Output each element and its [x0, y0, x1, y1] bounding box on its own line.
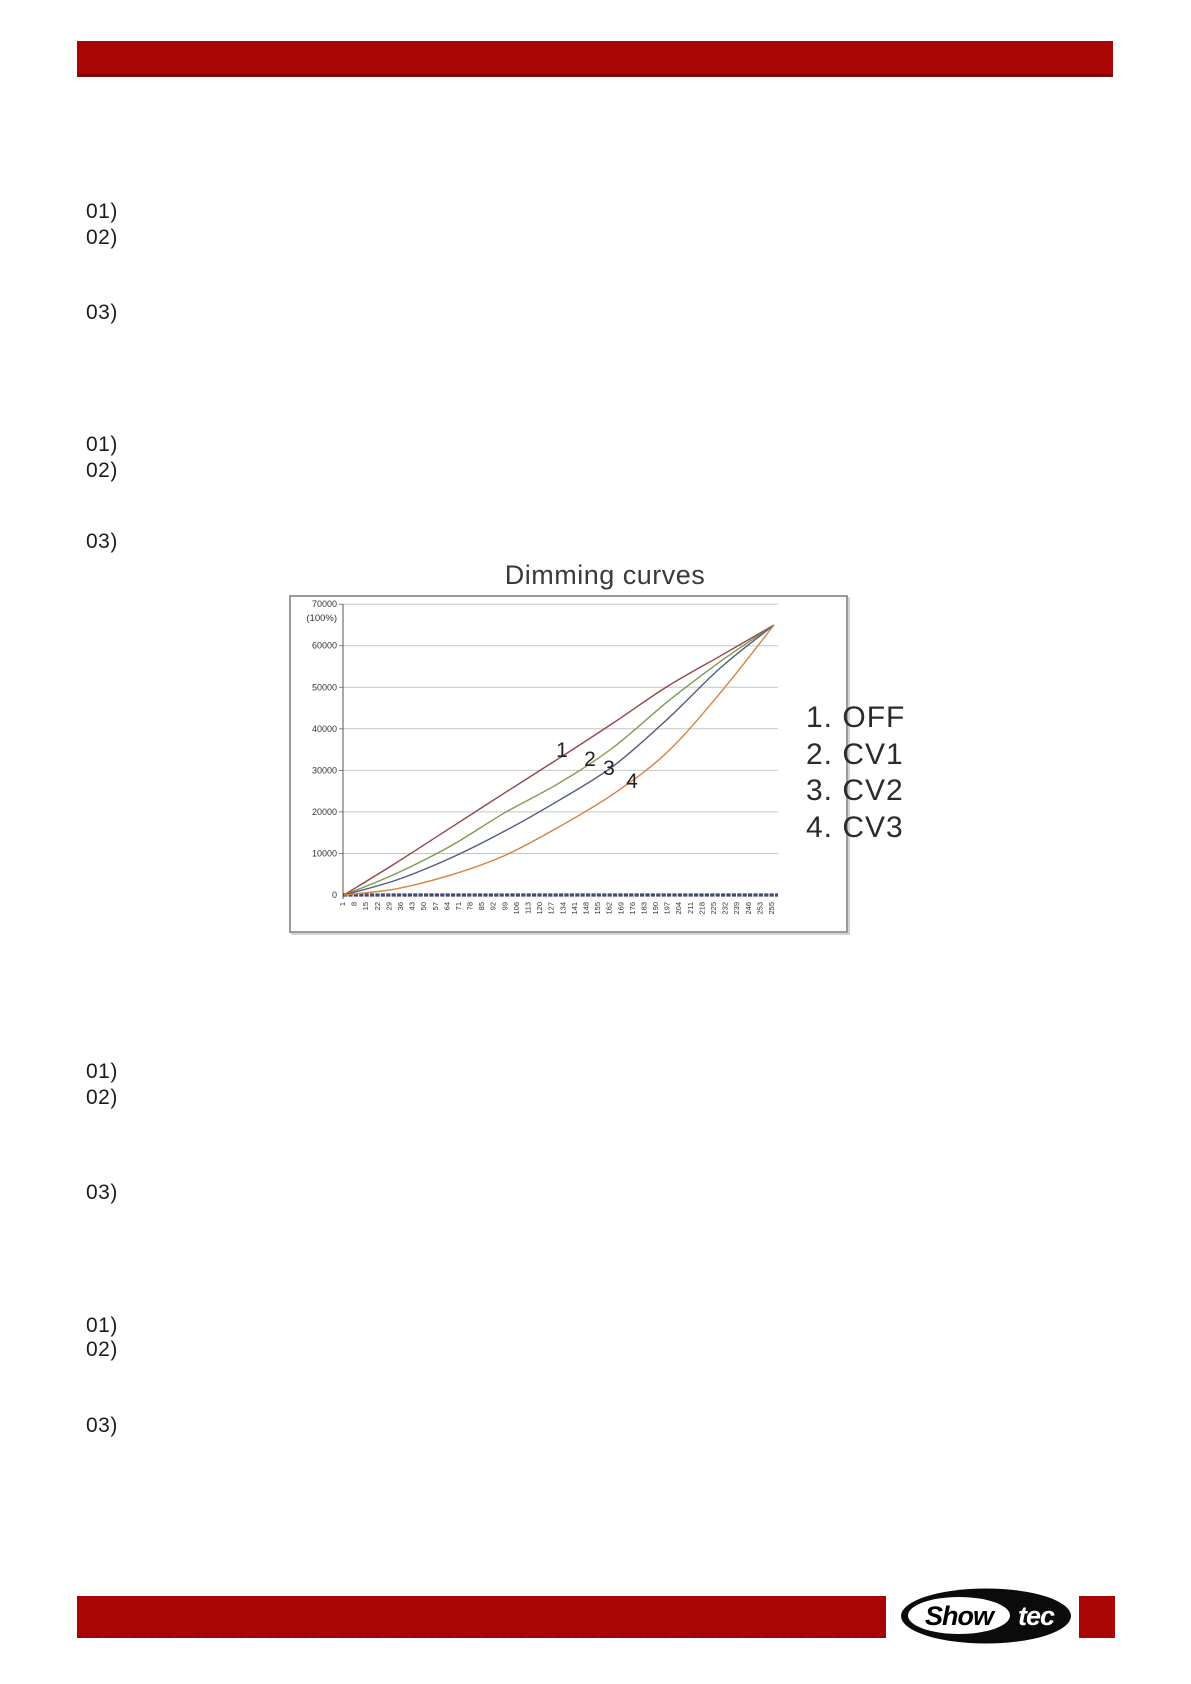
svg-text:162: 162 [605, 902, 614, 915]
svg-text:127: 127 [547, 902, 556, 915]
svg-text:64: 64 [442, 902, 451, 910]
footer-red-bar [77, 1596, 886, 1638]
svg-text:106: 106 [512, 902, 521, 915]
svg-text:113: 113 [524, 902, 533, 914]
logo-text-tec: tec [1018, 1601, 1055, 1631]
svg-text:85: 85 [477, 902, 486, 910]
svg-text:92: 92 [489, 902, 498, 910]
svg-text:29: 29 [384, 902, 393, 910]
list-item: 03) [86, 1181, 118, 1204]
svg-text:218: 218 [697, 902, 706, 915]
svg-text:211: 211 [686, 902, 695, 914]
svg-text:43: 43 [408, 902, 417, 910]
svg-text:197: 197 [663, 902, 672, 915]
svg-text:71: 71 [454, 902, 463, 910]
logo-text-show: Show [925, 1601, 996, 1631]
svg-text:253: 253 [755, 902, 764, 915]
logo-inner-ellipse [908, 1597, 1010, 1634]
svg-text:8: 8 [350, 902, 359, 906]
showtec-logo: Show tec ® [900, 1587, 1072, 1645]
svg-text:246: 246 [744, 902, 753, 915]
svg-text:2: 2 [584, 748, 596, 771]
svg-text:176: 176 [628, 902, 637, 915]
dimming-curves-plot: 70000 60000 50000 40000 30000 20000 10000 0 (100… [306, 599, 778, 915]
svg-text:78: 78 [466, 902, 475, 910]
svg-text:0: 0 [332, 890, 337, 900]
svg-text:50000: 50000 [312, 682, 337, 692]
svg-text:4: 4 [626, 770, 638, 793]
svg-text:239: 239 [732, 902, 741, 915]
svg-text:36: 36 [396, 902, 405, 910]
list-item: 03) [86, 530, 118, 553]
list-item: 02) [86, 226, 118, 249]
svg-text:57: 57 [431, 902, 440, 910]
svg-text:(100%): (100%) [306, 613, 337, 624]
footer-red-square [1079, 1596, 1115, 1638]
svg-text:3: 3 [603, 757, 615, 780]
chart-title: Dimming curves [504, 560, 706, 590]
svg-text:232: 232 [721, 902, 730, 915]
svg-text:255: 255 [767, 902, 776, 915]
legend-item: 1. OFF [806, 701, 906, 734]
list-item: 01) [86, 1060, 118, 1083]
svg-text:99: 99 [500, 902, 509, 910]
dimming-curves-chart: 70000 60000 50000 40000 30000 20000 10000 0 (100… [289, 595, 848, 933]
list-item: 01) [86, 433, 118, 456]
header-red-bar [77, 41, 1113, 77]
svg-text:50: 50 [419, 902, 428, 910]
svg-text:22: 22 [373, 902, 382, 910]
svg-text:1: 1 [338, 902, 347, 906]
svg-text:134: 134 [558, 902, 567, 915]
svg-text:30000: 30000 [312, 765, 337, 775]
list-item: 03) [86, 1414, 118, 1437]
svg-text:20000: 20000 [312, 807, 337, 817]
svg-text:10000: 10000 [312, 849, 337, 859]
registered-mark-icon: ® [1059, 1596, 1067, 1607]
list-item: 01) [86, 200, 118, 223]
svg-text:141: 141 [570, 902, 579, 915]
legend-item: 3. CV2 [806, 774, 904, 807]
svg-text:190: 190 [651, 902, 660, 915]
svg-text:1: 1 [556, 739, 568, 762]
svg-text:70000: 70000 [312, 599, 337, 609]
svg-text:155: 155 [593, 902, 602, 915]
list-item: 02) [86, 1338, 118, 1361]
svg-text:204: 204 [674, 902, 683, 915]
legend-item: 2. CV1 [806, 737, 904, 771]
svg-text:40000: 40000 [312, 724, 337, 734]
svg-text:183: 183 [640, 902, 649, 915]
svg-text:60000: 60000 [312, 641, 337, 651]
list-item: 03) [86, 301, 118, 324]
list-item: 01) [86, 1314, 118, 1337]
list-item: 02) [86, 459, 118, 482]
svg-text:148: 148 [582, 902, 591, 915]
svg-text:169: 169 [616, 902, 625, 915]
svg-text:15: 15 [361, 902, 370, 910]
svg-text:225: 225 [709, 902, 718, 915]
legend-item: 4. CV3 [806, 810, 904, 844]
list-item: 02) [86, 1086, 118, 1109]
svg-text:120: 120 [535, 902, 544, 915]
chart-legend: 1. OFF 2. CV1 3. CV2 4. CV3 [806, 700, 905, 846]
